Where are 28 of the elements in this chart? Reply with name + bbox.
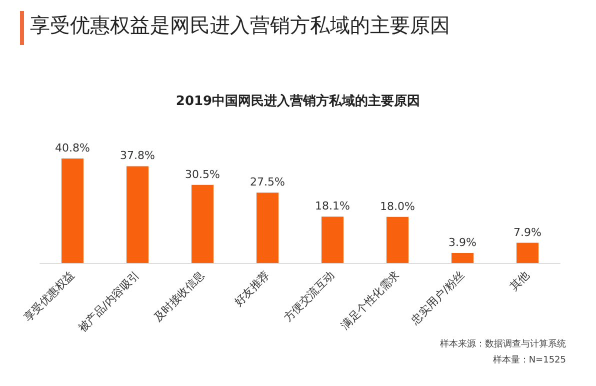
bar [452,253,474,263]
data-label: 18.1% [315,200,350,213]
text: 样本来源：数据调查与计算系统 [440,338,566,350]
text: 样本量：N=1525 [492,354,566,366]
data-label: 40.8% [55,142,90,155]
x-tick-label: 方便交流互动 [281,268,338,324]
data-label: 37.8% [120,149,155,162]
x-tick-label: 及时接收信息 [151,268,208,324]
x-tick-label: 好友推荐 [232,268,272,309]
x-tick-label: 满足个性化需求 [338,268,402,332]
data-label: 18.0% [380,200,415,213]
data-label: 3.9% [448,236,476,250]
bar [386,216,408,263]
data-label: 30.5% [185,168,220,181]
bar [516,242,538,263]
chart-title: 享受优惠权益是网民进入营销方私域的主要原因 [30,12,450,39]
chart-subtitle: 2019中国网民进入营销方私域的主要原因 [176,93,420,109]
bar [256,192,278,263]
bar [126,166,148,263]
x-tick-label: 忠实用户/粉丝 [408,268,468,328]
bar [62,158,84,263]
bar [322,216,344,263]
bar [192,184,214,263]
data-label: 27.5% [250,176,285,189]
data-label: 7.9% [514,226,542,239]
x-tick-label: 享受优惠权益 [21,268,78,324]
x-tick-label: 其他 [507,268,532,294]
x-tick-label: 被产品/内容吸引 [76,268,142,335]
